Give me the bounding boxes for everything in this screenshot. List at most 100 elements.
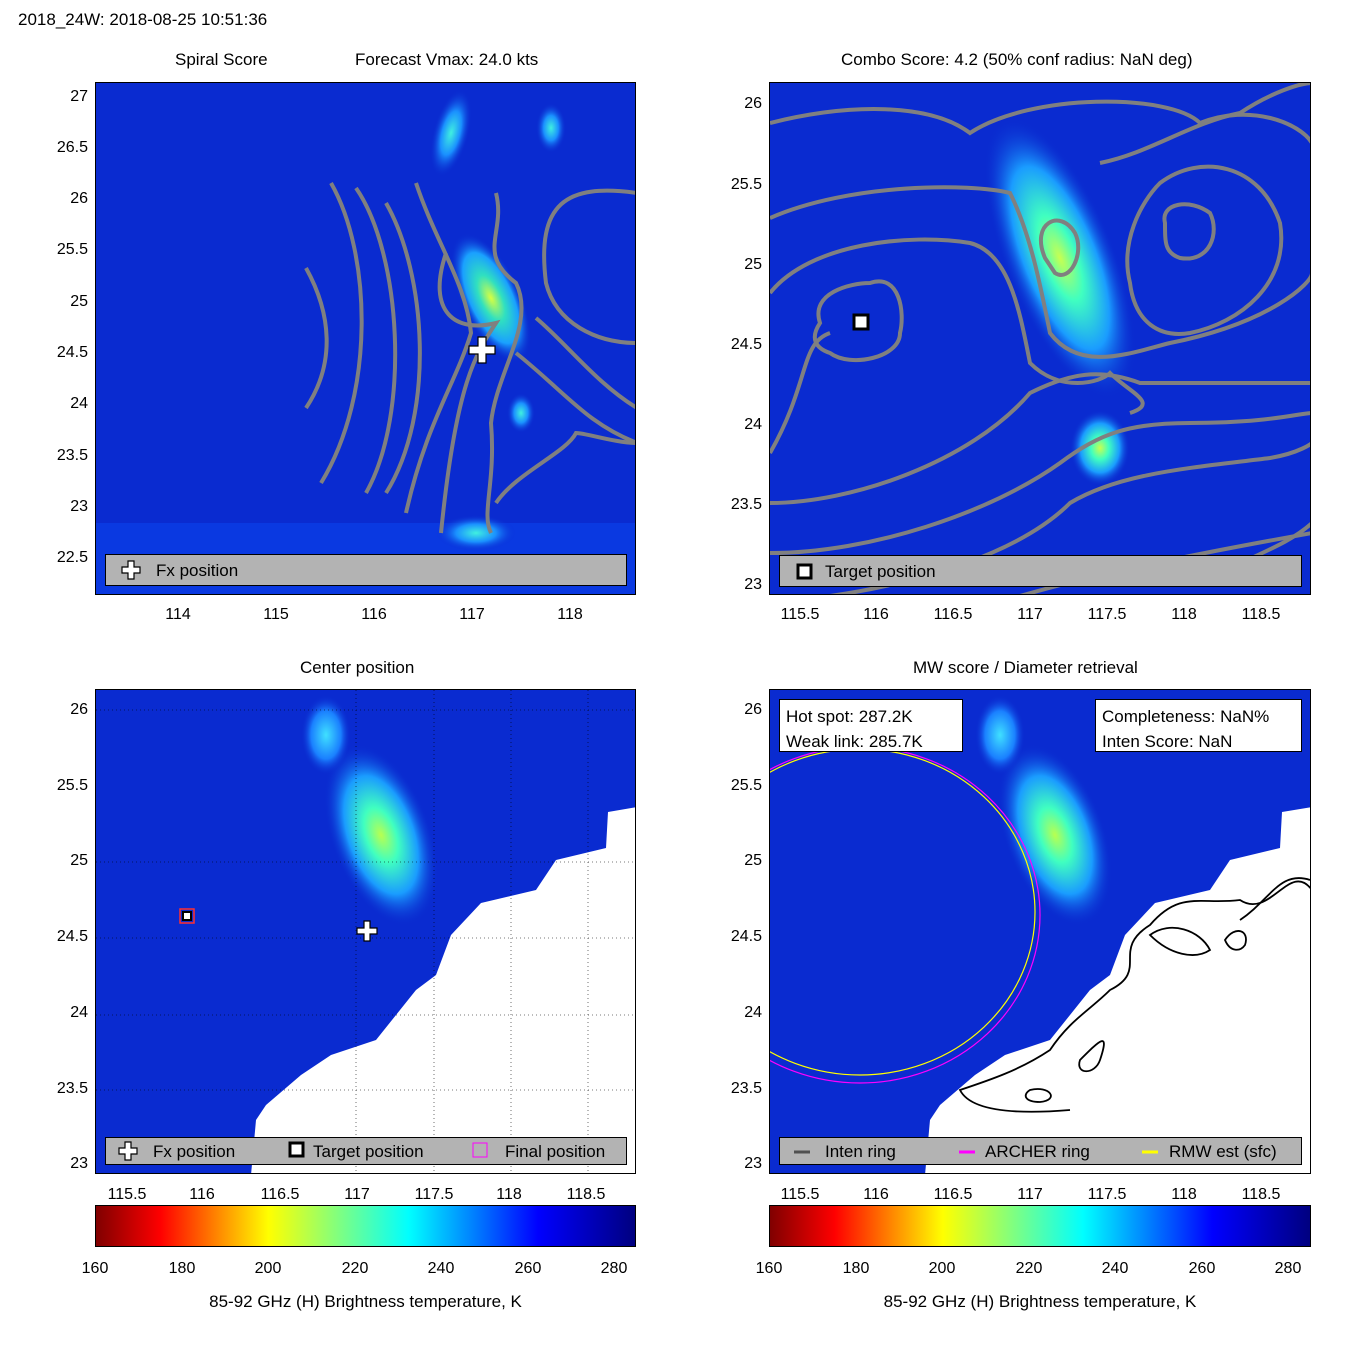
mw-score-box: Completeness: NaN% Inten Score: NaN	[1095, 699, 1302, 752]
xtick: 115.5	[107, 1186, 147, 1203]
ytick: 27	[70, 88, 88, 105]
xtick: 118	[496, 1186, 522, 1203]
cbar-tick: 280	[1274, 1260, 1302, 1277]
ytick: 23.5	[730, 496, 762, 513]
ytick: 22.5	[56, 549, 88, 566]
cbar-tick: 280	[600, 1260, 628, 1277]
spiral-title: Spiral Score	[175, 50, 268, 69]
ytick: 24	[744, 1004, 762, 1021]
cbar-tick: 160	[81, 1260, 109, 1277]
ytick: 25.5	[730, 777, 762, 794]
xtick: 118	[1171, 606, 1197, 623]
cbar-tick: 180	[168, 1260, 196, 1277]
xtick: 114	[165, 606, 191, 623]
cbar-tick: 200	[254, 1260, 282, 1277]
xtick: 115.5	[780, 606, 820, 623]
ytick: 25.5	[56, 777, 88, 794]
combo-graphics	[770, 83, 1310, 594]
xtick: 118.5	[1241, 1186, 1281, 1203]
cbar-tick: 160	[755, 1260, 783, 1277]
inten-score-text: Inten Score: NaN	[1102, 732, 1233, 751]
xtick: 117.5	[1087, 606, 1127, 623]
ytick: 26	[744, 95, 762, 112]
fx-legend-icon	[118, 1141, 138, 1161]
mw-legend: Inten ring ARCHER ring RMW est (sfc)	[779, 1137, 1302, 1165]
ytick: 25	[70, 852, 88, 869]
ytick: 25.5	[730, 176, 762, 193]
xtick: 118	[557, 606, 583, 623]
center-fx-cross	[356, 920, 378, 942]
ytick: 26.5	[56, 139, 88, 156]
mw-title: MW score / Diameter retrieval	[913, 658, 1138, 677]
ytick: 23	[744, 1155, 762, 1172]
ytick: 26	[70, 701, 88, 718]
spiral-vmax-title: Forecast Vmax: 24.0 kts	[355, 50, 539, 69]
xtick: 117	[459, 606, 485, 623]
mw-colorbar-label: 85-92 GHz (H) Brightness temperature, K	[883, 1292, 1197, 1311]
completeness-text: Completeness: NaN%	[1102, 707, 1270, 726]
mw-legend-inten-label: Inten ring	[825, 1142, 896, 1161]
ytick: 23.5	[56, 1080, 88, 1097]
mw-legend-archer-label: ARCHER ring	[985, 1142, 1090, 1161]
mw-graphics	[770, 695, 1310, 1173]
center-legend-fx-label: Fx position	[153, 1142, 236, 1161]
center-legend-target-label: Target position	[313, 1142, 424, 1161]
fx-position-cross	[468, 336, 496, 364]
mw-hotspot-box: Hot spot: 287.2K Weak link: 285.7K	[779, 699, 963, 752]
target-legend-icon	[796, 563, 813, 580]
ytick: 24	[744, 416, 762, 433]
ytick: 25	[70, 293, 88, 310]
cbar-tick: 200	[928, 1260, 956, 1277]
spiral-graphics	[96, 89, 635, 594]
archer-ring-legend-icon	[959, 1150, 975, 1154]
weak-link-text: Weak link: 285.7K	[786, 732, 923, 751]
xtick: 117.5	[414, 1186, 454, 1203]
xtick: 117.5	[1087, 1186, 1127, 1203]
ytick: 23.5	[56, 447, 88, 464]
figure-suptitle: 2018_24W: 2018-08-25 10:51:36	[18, 10, 268, 29]
ytick: 26	[744, 701, 762, 718]
mw-plot-area: Hot spot: 287.2K Weak link: 285.7K Compl…	[769, 689, 1311, 1174]
xtick: 117	[344, 1186, 370, 1203]
cbar-tick: 220	[341, 1260, 369, 1277]
center-graphics	[96, 690, 635, 1173]
xtick: 115.5	[780, 1186, 820, 1203]
xtick: 116	[863, 606, 889, 623]
hot-spot-text: Hot spot: 287.2K	[786, 707, 913, 726]
cbar-tick: 240	[1101, 1260, 1129, 1277]
ytick: 24	[70, 1004, 88, 1021]
fx-legend-icon	[121, 560, 141, 580]
xtick: 117	[1017, 606, 1043, 623]
center-legend: Fx position Target position Final positi…	[105, 1137, 627, 1165]
ytick: 24.5	[730, 928, 762, 945]
xtick: 116.5	[260, 1186, 300, 1203]
center-colorbar-label: 85-92 GHz (H) Brightness temperature, K	[209, 1292, 522, 1311]
spiral-plot-area: Fx position	[95, 82, 636, 595]
ytick: 23	[70, 498, 88, 515]
ytick: 25	[744, 852, 762, 869]
ytick: 23.5	[730, 1080, 762, 1097]
ytick: 23	[744, 576, 762, 593]
cbar-tick: 220	[1015, 1260, 1043, 1277]
cbar-tick: 260	[1188, 1260, 1216, 1277]
spiral-legend-fx-label: Fx position	[156, 561, 239, 580]
cbar-tick: 180	[842, 1260, 870, 1277]
center-title: Center position	[300, 658, 415, 677]
ytick: 24.5	[730, 336, 762, 353]
ytick: 24.5	[56, 344, 88, 361]
combo-legend: Target position	[779, 555, 1302, 587]
center-target-marker	[179, 908, 195, 924]
xtick: 115	[263, 606, 289, 623]
ytick: 24.5	[56, 928, 88, 945]
rmw-legend-icon	[1142, 1150, 1158, 1154]
xtick: 116	[361, 606, 387, 623]
cbar-tick: 260	[514, 1260, 542, 1277]
combo-title: Combo Score: 4.2 (50% conf radius: NaN d…	[841, 50, 1193, 69]
target-legend-icon	[288, 1141, 305, 1158]
xtick: 118.5	[1241, 606, 1281, 623]
target-position-marker	[852, 313, 870, 331]
xtick: 116.5	[933, 606, 973, 623]
xtick: 116.5	[933, 1186, 973, 1203]
spiral-legend: Fx position	[105, 554, 627, 586]
final-legend-icon	[472, 1142, 488, 1158]
